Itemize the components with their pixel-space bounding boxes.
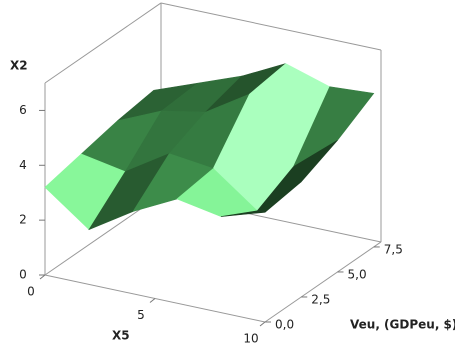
y-tick-label: 2,5 — [311, 292, 330, 306]
x-tick-label: 5 — [137, 308, 145, 322]
x-tick — [149, 298, 156, 303]
surface-cell — [220, 181, 302, 217]
x-tick — [39, 274, 46, 280]
box-edge — [44, 2, 162, 84]
z-tick-label: 4 — [19, 158, 27, 172]
z-tick-label: 0 — [19, 268, 27, 282]
y-tick-label: 5,0 — [348, 267, 367, 281]
y-tick-label: 7,5 — [384, 242, 403, 256]
x-tick-label: 10 — [243, 331, 258, 345]
y-tick-label: 0,0 — [275, 317, 294, 331]
x-tick-label: 0 — [27, 285, 35, 299]
x-tick — [259, 321, 266, 327]
box-edge — [264, 241, 382, 323]
y-axis-title: Veu, (GDPeu, $) — [350, 318, 455, 332]
z-tick-label: 2 — [19, 213, 27, 227]
box-edge — [160, 2, 382, 51]
x-axis-title: X5 — [112, 329, 130, 343]
z-axis-title: X2 — [10, 59, 28, 73]
z-tick-label: 6 — [19, 103, 27, 117]
